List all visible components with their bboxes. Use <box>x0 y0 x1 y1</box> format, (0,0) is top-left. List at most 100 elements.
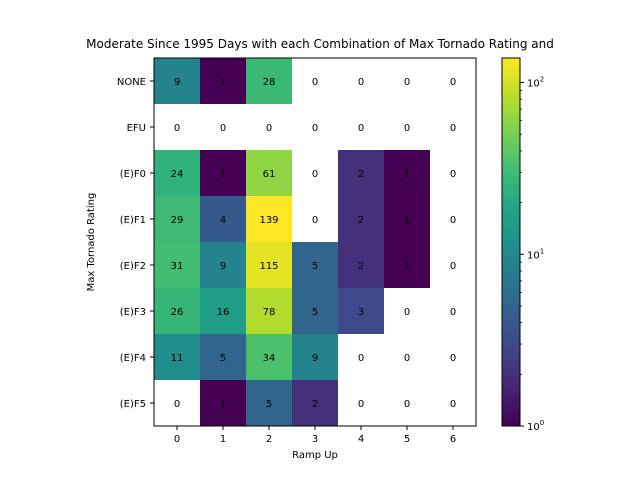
heatmap-cell <box>246 242 292 288</box>
cell-value-label: 0 <box>220 123 226 134</box>
cell-value-label: 1 <box>220 77 226 88</box>
cell-value-label: 0 <box>450 77 456 88</box>
heatmap-cell <box>200 104 246 150</box>
heatmap-cell <box>292 334 338 380</box>
y-tick-label: (E)F5 <box>120 399 146 410</box>
cell-value-label: 0 <box>404 123 410 134</box>
heatmap-cell <box>292 150 338 196</box>
cell-value-label: 78 <box>263 307 276 318</box>
y-tick-label: (E)F0 <box>120 169 146 180</box>
heatmap-cell <box>246 380 292 426</box>
cell-value-label: 61 <box>263 169 276 180</box>
cell-value-label: 0 <box>174 123 180 134</box>
heatmap-cell <box>246 196 292 242</box>
cell-value-label: 1 <box>220 399 226 410</box>
colorbar-tick-label: 102 <box>527 76 544 90</box>
heatmap-cell <box>246 288 292 334</box>
cell-value-label: 2 <box>358 215 364 226</box>
heatmap-cell <box>200 58 246 104</box>
heatmap-cell <box>384 380 430 426</box>
y-tick-label: (E)F1 <box>120 215 146 226</box>
heatmap-cell <box>338 380 384 426</box>
heatmap-cell <box>154 380 200 426</box>
heatmap-cell <box>384 242 430 288</box>
heatmap-cell <box>384 104 430 150</box>
heatmap-cell <box>338 150 384 196</box>
heatmap-cell <box>384 334 430 380</box>
cell-value-label: 16 <box>217 307 230 318</box>
cell-value-label: 0 <box>266 123 272 134</box>
cell-value-label: 24 <box>171 169 184 180</box>
cell-value-label: 0 <box>404 77 410 88</box>
x-axis-label: Ramp Up <box>292 450 338 461</box>
heatmap-cell <box>154 150 200 196</box>
cell-value-label: 0 <box>358 123 364 134</box>
cell-value-label: 28 <box>263 77 276 88</box>
heatmap-cell <box>292 196 338 242</box>
cell-value-label: 2 <box>358 169 364 180</box>
y-tick-label: (E)F2 <box>120 261 146 272</box>
cell-value-label: 5 <box>220 353 226 364</box>
chart-title: Moderate Since 1995 Days with each Combi… <box>86 37 554 51</box>
y-tick-label: (E)F3 <box>120 307 146 318</box>
cell-value-label: 3 <box>358 307 364 318</box>
cell-value-label: 0 <box>404 353 410 364</box>
cell-value-label: 0 <box>312 77 318 88</box>
colorbar-tick-label: 101 <box>527 247 544 261</box>
heatmap-cell <box>154 288 200 334</box>
heatmap-cell <box>200 196 246 242</box>
heatmap-cell <box>430 58 476 104</box>
cell-value-label: 9 <box>220 261 226 272</box>
heatmap-cell <box>154 196 200 242</box>
heatmap-cell <box>292 242 338 288</box>
heatmap-cell <box>246 104 292 150</box>
y-tick-label: EFU <box>127 123 146 134</box>
heatmap-cell <box>200 242 246 288</box>
heatmap-cell <box>384 58 430 104</box>
heatmap-cell <box>200 334 246 380</box>
cell-value-label: 5 <box>312 307 318 318</box>
x-axis-ticks: 0 1 2 3 4 5 6 <box>174 426 456 445</box>
heatmap-cell <box>154 58 200 104</box>
cell-value-label: 29 <box>171 215 184 226</box>
heatmap-cell <box>338 104 384 150</box>
cell-value-label: 2 <box>312 399 318 410</box>
cell-value-label: 11 <box>171 353 184 364</box>
heatmap-cell <box>292 288 338 334</box>
cell-value-label: 0 <box>174 399 180 410</box>
heatmap-cell <box>200 288 246 334</box>
cell-value-label: 1 <box>404 169 410 180</box>
cell-value-label: 1 <box>404 215 410 226</box>
heatmap-cell <box>430 196 476 242</box>
cell-value-label: 5 <box>266 399 272 410</box>
y-axis-label: Max Tornado Rating <box>86 193 97 292</box>
cell-value-label: 31 <box>171 261 184 272</box>
heatmap-cells: 9 1 28 0 0 0 00 0 0 0 0 0 024 1 61 0 2 1 029 4 139 0 2 1 031 9 115… <box>154 58 476 426</box>
heatmap-cell <box>338 242 384 288</box>
heatmap-cell <box>338 196 384 242</box>
cell-value-label: 1 <box>404 261 410 272</box>
cell-value-label: 0 <box>312 169 318 180</box>
x-tick-label: 3 <box>312 434 318 445</box>
heatmap-cell <box>384 150 430 196</box>
cell-value-label: 0 <box>312 123 318 134</box>
cell-value-label: 0 <box>358 77 364 88</box>
x-tick-label: 5 <box>404 434 410 445</box>
cell-value-label: 0 <box>404 399 410 410</box>
cell-value-label: 0 <box>312 215 318 226</box>
heatmap-cell <box>292 104 338 150</box>
cell-value-label: 1 <box>220 169 226 180</box>
heatmap-cell <box>384 288 430 334</box>
heatmap-cell <box>430 288 476 334</box>
heatmap-cell <box>246 150 292 196</box>
heatmap-cell <box>154 104 200 150</box>
heatmap-cell <box>430 150 476 196</box>
cell-value-label: 34 <box>263 353 276 364</box>
x-tick-label: 1 <box>220 434 226 445</box>
heatmap-cell <box>384 196 430 242</box>
cell-value-label: 0 <box>358 353 364 364</box>
heatmap-cell <box>338 334 384 380</box>
cell-value-label: 0 <box>404 307 410 318</box>
cell-value-label: 26 <box>171 307 184 318</box>
